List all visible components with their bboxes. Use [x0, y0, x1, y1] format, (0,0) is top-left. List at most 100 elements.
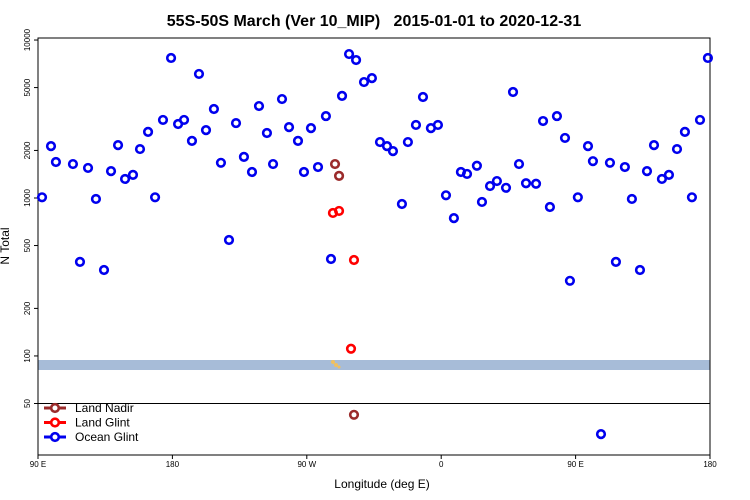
- point: [417, 91, 429, 103]
- point: [572, 192, 583, 203]
- y-tick-label: 5000: [23, 78, 32, 96]
- point: [582, 141, 594, 152]
- point: [142, 126, 154, 138]
- point: [461, 168, 473, 180]
- dot: [337, 365, 341, 369]
- point: [679, 126, 691, 138]
- point: [648, 140, 660, 151]
- dot: [334, 363, 338, 367]
- y-tick-label: 100: [23, 349, 32, 363]
- point: [157, 114, 169, 126]
- point: [537, 115, 549, 127]
- point: [119, 173, 131, 185]
- point: [67, 158, 79, 170]
- point: [520, 178, 532, 189]
- legend-marker: [49, 431, 61, 443]
- point: [374, 136, 386, 148]
- point: [261, 127, 273, 139]
- point: [387, 146, 399, 157]
- dot: [331, 360, 335, 364]
- point: [74, 256, 86, 267]
- point: [626, 193, 637, 205]
- point: [165, 52, 177, 64]
- point: [320, 110, 332, 122]
- point: [559, 132, 571, 144]
- y-tick-label: 1000: [23, 189, 32, 207]
- point: [619, 161, 630, 173]
- point: [663, 169, 675, 181]
- point: [440, 190, 452, 201]
- point: [484, 180, 496, 192]
- point: [215, 157, 227, 168]
- point: [656, 173, 668, 185]
- point: [276, 93, 288, 105]
- point: [333, 170, 345, 181]
- point: [343, 48, 355, 60]
- y-axis-title: N Total: [0, 227, 12, 264]
- point: [267, 158, 279, 170]
- point: [604, 157, 616, 168]
- point: [112, 140, 124, 151]
- x-tick-label: 90 E: [30, 460, 46, 469]
- point: [36, 192, 48, 203]
- legend-label: Land Glint: [75, 416, 130, 430]
- point: [694, 114, 706, 126]
- point: [500, 182, 512, 193]
- point: [530, 178, 542, 189]
- x-tick-label: 90 W: [297, 460, 316, 469]
- point: [634, 264, 646, 276]
- x-tick-label: 180: [166, 460, 180, 469]
- point: [551, 110, 563, 122]
- point: [105, 165, 117, 177]
- point: [230, 117, 242, 129]
- point: [381, 141, 393, 152]
- point: [333, 205, 345, 217]
- point: [292, 135, 304, 146]
- y-tick-label: 10000: [23, 28, 32, 51]
- point: [208, 103, 220, 115]
- x-tick-label: 90 E: [567, 460, 583, 469]
- point: [348, 409, 360, 420]
- point: [358, 76, 370, 88]
- point: [366, 73, 378, 84]
- point: [283, 122, 295, 133]
- plot-frame: [37, 37, 711, 456]
- point: [471, 160, 482, 171]
- point: [246, 166, 258, 178]
- point: [507, 86, 519, 98]
- point: [134, 143, 146, 155]
- point: [350, 54, 362, 66]
- legend-label: Land Nadir: [75, 401, 134, 415]
- point: [336, 90, 348, 101]
- point: [312, 161, 324, 173]
- point: [253, 100, 265, 112]
- legend-marker: [49, 402, 61, 414]
- point: [544, 201, 556, 213]
- point: [127, 169, 139, 181]
- point: [595, 429, 607, 440]
- band: [38, 360, 710, 370]
- point: [82, 162, 94, 174]
- point: [402, 136, 413, 148]
- point: [686, 192, 698, 203]
- point: [491, 175, 503, 187]
- y-tick-label: 2000: [23, 141, 32, 159]
- point: [432, 119, 444, 131]
- point: [587, 156, 599, 167]
- y-tick-label: 50: [23, 399, 32, 408]
- x-axis-title: Longitude (deg E): [334, 477, 429, 491]
- point: [610, 256, 622, 267]
- point: [641, 165, 653, 177]
- point: [178, 114, 190, 126]
- point: [90, 193, 102, 205]
- point: [193, 68, 205, 80]
- point: [702, 52, 714, 64]
- point: [396, 198, 408, 210]
- point: [410, 119, 422, 131]
- y-tick-label: 500: [23, 238, 32, 252]
- x-tick-label: 0: [439, 460, 444, 469]
- point: [238, 151, 250, 163]
- point: [149, 192, 161, 203]
- point: [329, 158, 341, 170]
